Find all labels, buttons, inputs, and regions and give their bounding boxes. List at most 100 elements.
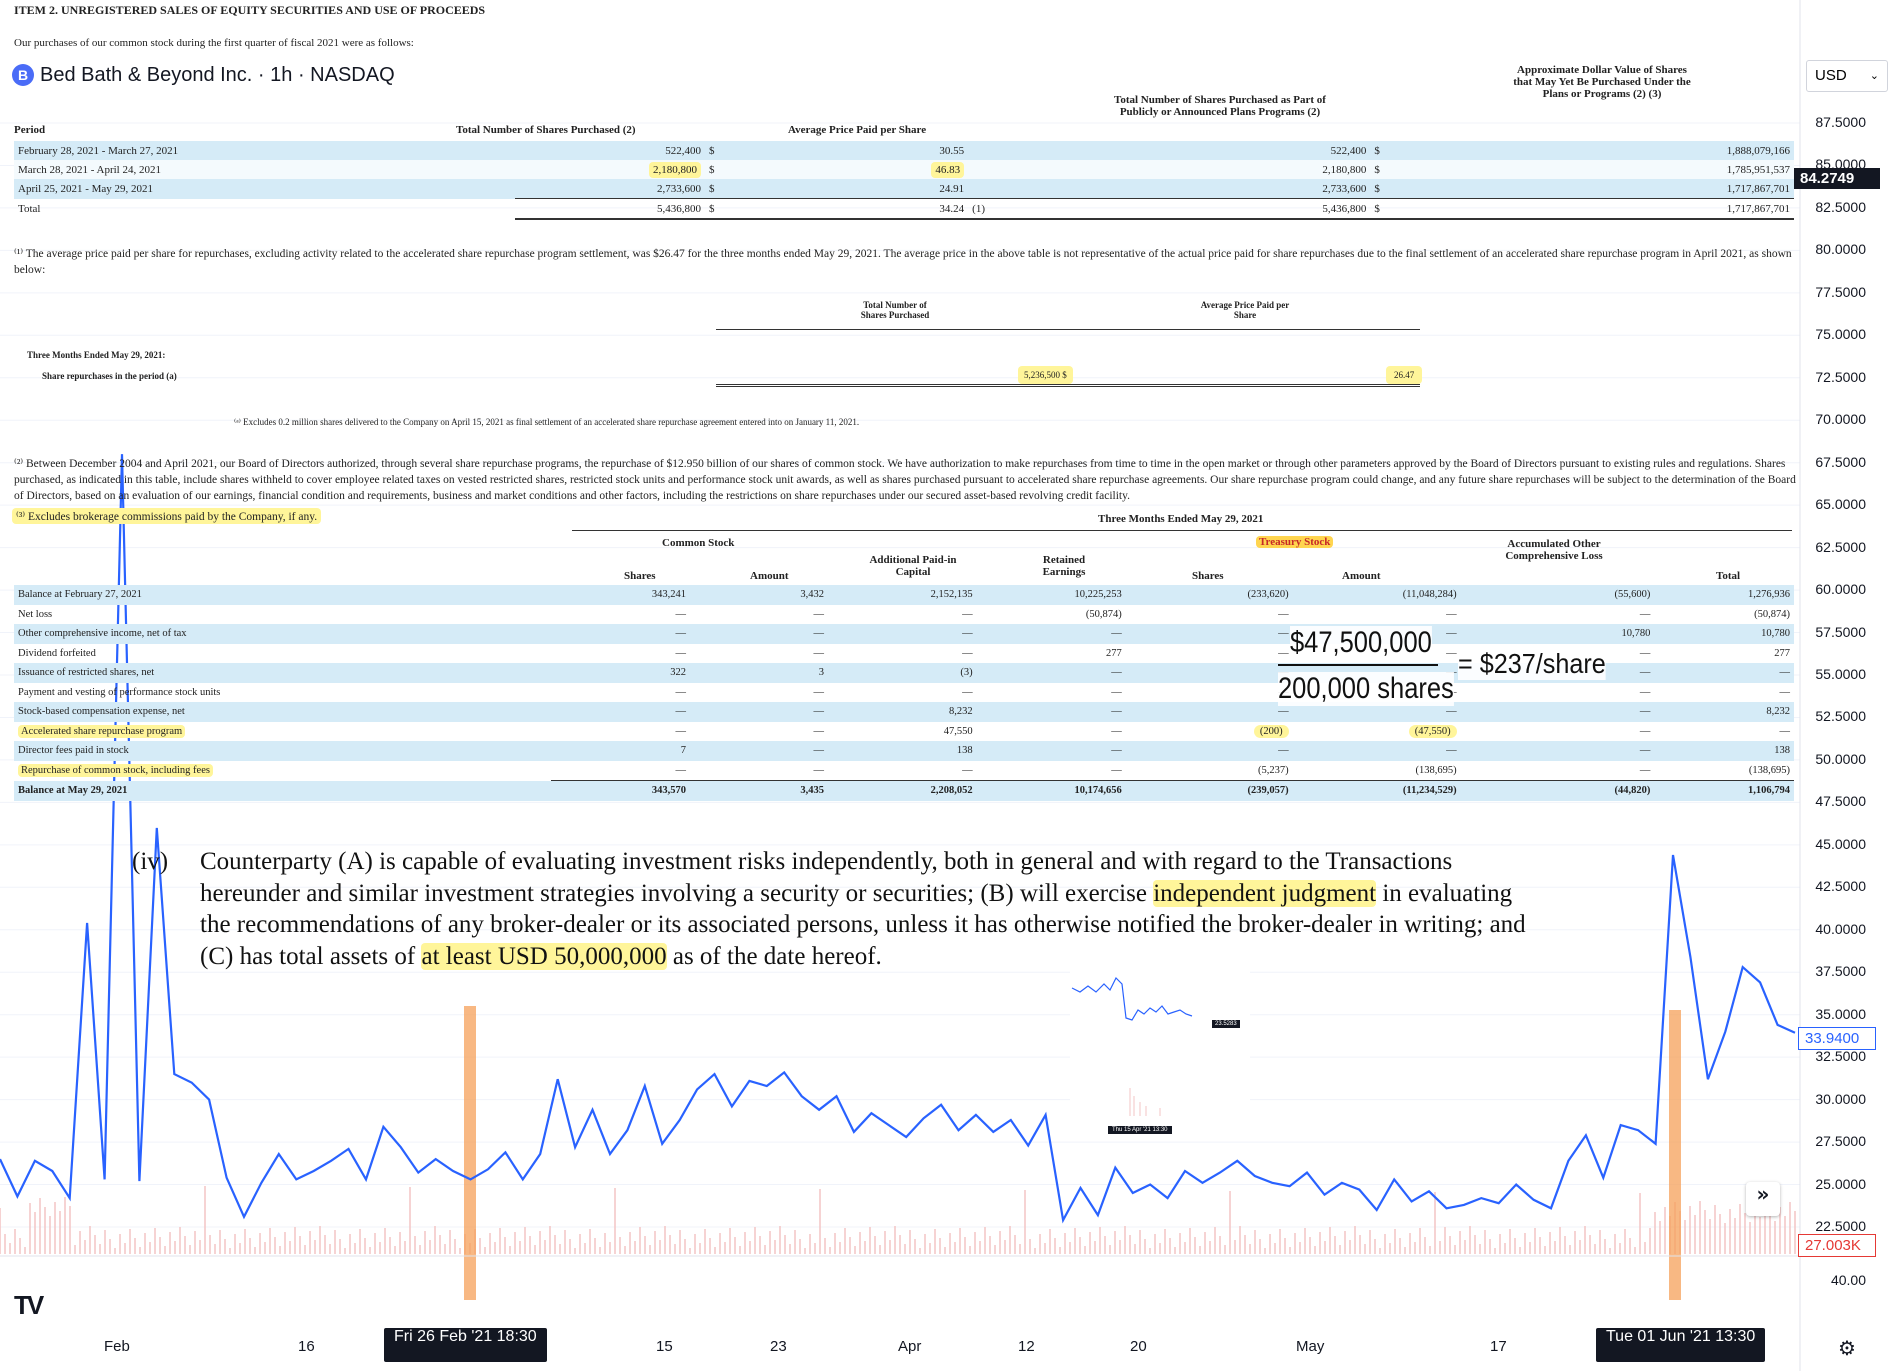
double-chevron-right-icon[interactable]: » [1746,1182,1780,1216]
repurchase-row: March 28, 2021 - April 24, 2021 2,180,800… [14,160,1794,179]
mini-date-badge: Thu 15 Apr '21 13:30 [1108,1126,1172,1134]
group-common-stock: Common Stock [662,537,735,549]
equity-cell: — [1111,725,1122,737]
equity-cell: — [1779,725,1791,737]
repurchase-row: Total 5,436,800 $34.24 (1) 5,436,800 $1,717,8… [14,198,1794,220]
sub-header-price: Average Price Paid per Share [1200,300,1290,320]
repurchase-cell: February 28, 2021 - March 27, 2021 [18,144,179,157]
equity-cell: — [1639,686,1651,698]
y-tick: 32.5000 [1815,1048,1866,1065]
equity-cell: (5,237) [1257,764,1289,776]
equity-cell: Other comprehensive income, net of tax [18,628,187,640]
mini-volume-bars [1129,1088,1161,1116]
equity-cell: — [1639,725,1651,737]
equity-col-shares: Shares [624,570,656,582]
y-tick: 77.5000 [1815,283,1866,300]
equity-cell: — [962,628,973,640]
clause-line: Counterparty (A) is capable of evaluatin… [200,848,1453,875]
equity-cell: 7 [680,745,686,757]
symbol-logo[interactable]: B [12,64,34,86]
equity-cell: — [1639,667,1651,679]
y-tick: 30.0000 [1815,1090,1866,1107]
equity-cell: 277 [1105,647,1122,659]
sub-header-shares: Total Number of Shares Purchased [860,300,930,320]
gear-icon[interactable]: ⚙ [1838,1338,1856,1360]
equity-cell: — [675,764,686,776]
equity-cell: 343,570 [551,780,690,801]
sub-table-double-rule [716,384,1420,387]
y-tick: 60.0000 [1815,581,1866,598]
y-tick: 27.5000 [1815,1133,1866,1150]
tradingview-logo[interactable]: TV [14,1290,44,1320]
equity-cell: Accelerated share repurchase program [14,722,551,742]
y-tick: 67.5000 [1815,453,1866,470]
clause-highlight: independent judgment [1153,879,1377,907]
equity-cell: 3 [818,667,824,679]
equity-cell: — [1126,683,1293,703]
x-tick: 23 [770,1338,787,1355]
equity-cell: — [813,686,824,698]
equity-cell: — [813,647,824,659]
clause-text: hereunder and similar investment strateg… [200,879,1154,907]
repurchase-cell [968,179,1201,199]
equity-cell: — [1278,745,1289,757]
equity-cell: — [675,725,686,737]
repurchase-cell: 2,180,800 [515,160,705,179]
symbol-title[interactable]: Bed Bath & Beyond Inc. · 1h · NASDAQ [40,63,395,86]
equity-cell: Director fees paid in stock [18,745,129,757]
group-treasury-stock: Treasury Stock [1256,536,1334,548]
crosshair-date-badge: Tue 01 Jun '21 13:30 [1596,1328,1766,1362]
y-tick: 75.0000 [1815,326,1866,343]
equity-cell: (233,620) [1247,589,1289,601]
repurchase-cell: $ [1374,144,1380,157]
repurchase-cell: $ [1370,198,1411,220]
equity-cell: — [962,686,973,698]
col-header-avg-price: Average Price Paid per Share [788,124,927,136]
equity-cell: — [1111,706,1122,718]
y-tick: 50.0000 [1815,750,1866,767]
equity-row: Dividend forfeited — — — 277 — — — 277 [14,644,1794,664]
equity-cell: — [813,745,824,757]
equity-cell: — [1278,608,1289,620]
equity-row: Other comprehensive income, net of tax — —… [14,624,1794,644]
currency-select[interactable]: USD ⌄ [1806,60,1888,92]
repurchase-cell: $ [709,163,715,176]
sub-table-rule [716,329,1420,330]
equity-row: Net loss — — — (50,874) — — — (50,874) [14,605,1794,625]
equity-cell: Balance at February 27, 2021 [18,589,142,601]
equity-cell: (47,550) [1293,722,1461,742]
equity-cell: (11,234,529) [1292,780,1461,801]
y-tick: 87.5000 [1815,114,1866,130]
y-tick: 37.5000 [1815,963,1866,980]
repurchase-cell: 2,733,600 [657,182,702,195]
mini-chart[interactable]: 23.5283 Thu 15 Apr '21 13:30 [1070,958,1250,1138]
equity-cell: — [813,608,824,620]
equity-cell: 10,780 [1621,628,1651,640]
y-tick: 72.5000 [1815,368,1866,385]
equity-cell: — [1111,667,1122,679]
footnote-2: ⁽²⁾ Between December 2004 and April 2021… [14,458,1796,502]
equity-cell: (55,600) [1614,589,1651,601]
y-tick: 42.5000 [1815,878,1866,895]
equity-cell: Balance at May 29, 2021 [18,785,128,796]
equity-cell: — [675,706,686,718]
repurchase-cell: $ [1374,163,1380,176]
repurchase-cell: 5,436,800 [514,198,706,220]
equity-cell: — [1278,706,1289,718]
equity-cell: — [1278,628,1289,640]
equity-cell: — [675,608,686,620]
y-tick: 62.5000 [1815,538,1866,555]
math-numerator: $47,500,000 [1290,626,1432,660]
equity-cell: — [1779,667,1791,679]
equity-col-aocl: Accumulated Other Comprehensive Loss [1505,538,1603,562]
clause-marker: (iv) [132,848,169,875]
equity-cell: 343,241 [651,589,686,601]
repurchase-cell: $ [709,144,715,157]
equity-cell: — [675,647,686,659]
equity-cell: 277 [1774,647,1790,659]
equity-title-rule [572,530,1792,531]
repurchase-cell: 34.24 [745,198,969,220]
repurchase-row: April 25, 2021 - May 29, 2021 2,733,600 $2… [14,179,1794,199]
equity-cell: Repurchase of common stock, including fe… [14,761,551,781]
sub-row-price: 26.47 [1386,366,1423,384]
